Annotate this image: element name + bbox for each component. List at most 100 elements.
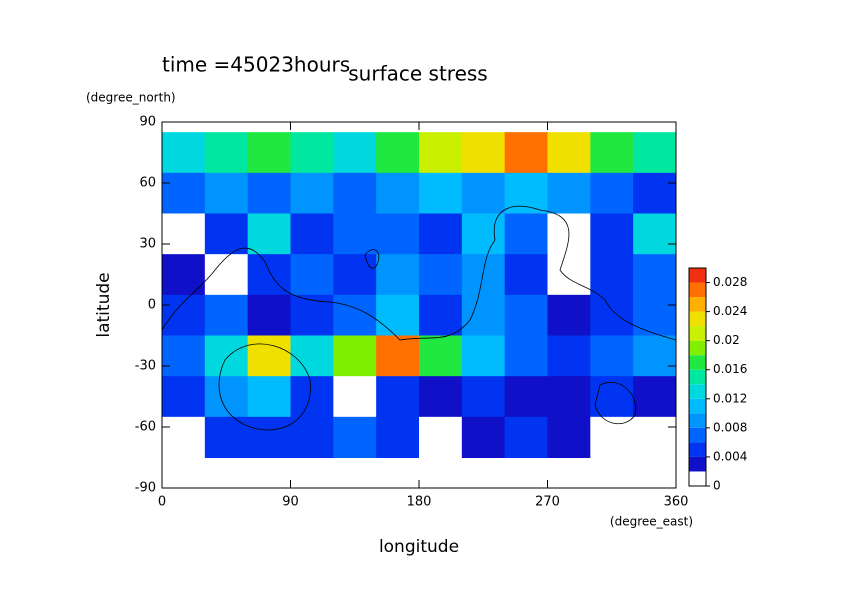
y-tick-label: 60 bbox=[139, 176, 156, 191]
colorbar-swatch bbox=[689, 369, 706, 385]
cell bbox=[419, 132, 463, 174]
cell bbox=[290, 172, 334, 214]
cell bbox=[633, 376, 677, 418]
cell bbox=[247, 213, 291, 255]
cell bbox=[590, 132, 634, 174]
x-tick-label: 360 bbox=[664, 495, 689, 510]
cell bbox=[247, 132, 291, 174]
cell bbox=[290, 335, 334, 377]
cell bbox=[419, 213, 463, 255]
cell bbox=[590, 335, 634, 377]
cell bbox=[461, 376, 506, 418]
colorbar: 0 0.004 0.008 0.012 0.016 0.02 0.024 0.028 bbox=[688, 267, 747, 493]
y-tick-label: 0 bbox=[148, 298, 156, 313]
cell bbox=[376, 416, 420, 458]
cell bbox=[333, 172, 377, 214]
cell bbox=[247, 172, 291, 214]
cell bbox=[461, 416, 506, 458]
cell bbox=[162, 213, 206, 255]
cell bbox=[504, 254, 548, 296]
cell bbox=[162, 172, 206, 214]
cell bbox=[162, 294, 206, 336]
cell bbox=[290, 294, 334, 336]
cell bbox=[419, 254, 463, 296]
cell bbox=[547, 416, 591, 458]
colorbar-swatch bbox=[689, 355, 706, 370]
cell bbox=[162, 132, 206, 174]
colorbar-tick-label: 0.016 bbox=[713, 362, 747, 376]
colorbar-swatch bbox=[689, 442, 706, 457]
colorbar-tick-label: 0 bbox=[713, 479, 721, 493]
colorbar-tick-label: 0.028 bbox=[713, 275, 747, 289]
cell bbox=[590, 294, 634, 336]
cell bbox=[204, 132, 249, 174]
cell bbox=[376, 172, 420, 214]
cell bbox=[461, 294, 506, 336]
cell bbox=[376, 294, 420, 336]
cell bbox=[419, 416, 463, 458]
colorbar-tick-label: 0.02 bbox=[713, 333, 740, 347]
cell bbox=[504, 294, 548, 336]
colorbar-swatch bbox=[689, 427, 706, 443]
colorbar-swatch bbox=[689, 311, 706, 327]
cell bbox=[247, 294, 291, 336]
cell bbox=[461, 254, 506, 296]
cell bbox=[504, 376, 548, 418]
cell bbox=[504, 335, 548, 377]
cell bbox=[547, 376, 591, 418]
cell bbox=[204, 335, 249, 377]
y-tick-label: -60 bbox=[135, 420, 156, 435]
colorbar-swatch bbox=[689, 326, 706, 341]
cell bbox=[376, 254, 420, 296]
subtitle: time =45023hours bbox=[162, 53, 350, 77]
cell bbox=[162, 376, 206, 418]
colorbar-tick-label: 0.024 bbox=[713, 304, 747, 318]
cell bbox=[461, 213, 506, 255]
x-tick-label: 180 bbox=[407, 495, 432, 510]
cell bbox=[333, 132, 377, 174]
cell bbox=[633, 172, 677, 214]
cell bbox=[633, 132, 677, 174]
cell bbox=[290, 376, 334, 418]
colorbar-tick-label: 0.012 bbox=[713, 391, 747, 405]
cell bbox=[204, 376, 249, 418]
cell bbox=[204, 294, 249, 336]
cell bbox=[290, 416, 334, 458]
y-axis-label: latitude bbox=[94, 272, 114, 337]
cell bbox=[204, 416, 249, 458]
x-tick-label: 270 bbox=[535, 495, 560, 510]
cell bbox=[204, 172, 249, 214]
colorbar-swatch bbox=[689, 340, 706, 356]
cell bbox=[333, 254, 377, 296]
x-tick-label: 90 bbox=[282, 495, 299, 510]
colorbar-swatch bbox=[689, 471, 706, 486]
cell bbox=[461, 172, 506, 214]
colorbar-tick-label: 0.004 bbox=[713, 449, 747, 463]
cell bbox=[590, 254, 634, 296]
y-tick-label: 90 bbox=[139, 115, 156, 130]
cell bbox=[633, 213, 677, 255]
y-tick-label: -90 bbox=[135, 481, 156, 496]
cell bbox=[590, 376, 634, 418]
cell bbox=[162, 335, 206, 377]
cell bbox=[633, 254, 677, 296]
cell bbox=[290, 254, 334, 296]
field bbox=[162, 132, 677, 458]
cell bbox=[633, 335, 677, 377]
cell bbox=[419, 376, 463, 418]
cell bbox=[376, 132, 420, 174]
cell bbox=[376, 335, 420, 377]
colorbar-swatch bbox=[689, 413, 706, 428]
cell bbox=[247, 254, 291, 296]
cell bbox=[419, 294, 463, 336]
cell bbox=[162, 416, 206, 458]
colorbar-swatch bbox=[689, 282, 706, 298]
cell bbox=[333, 335, 377, 377]
x-unit: (degree_east) bbox=[610, 515, 693, 529]
cell bbox=[290, 132, 334, 174]
cell bbox=[504, 416, 548, 458]
colorbar-frame bbox=[688, 267, 707, 487]
cell bbox=[204, 254, 249, 296]
